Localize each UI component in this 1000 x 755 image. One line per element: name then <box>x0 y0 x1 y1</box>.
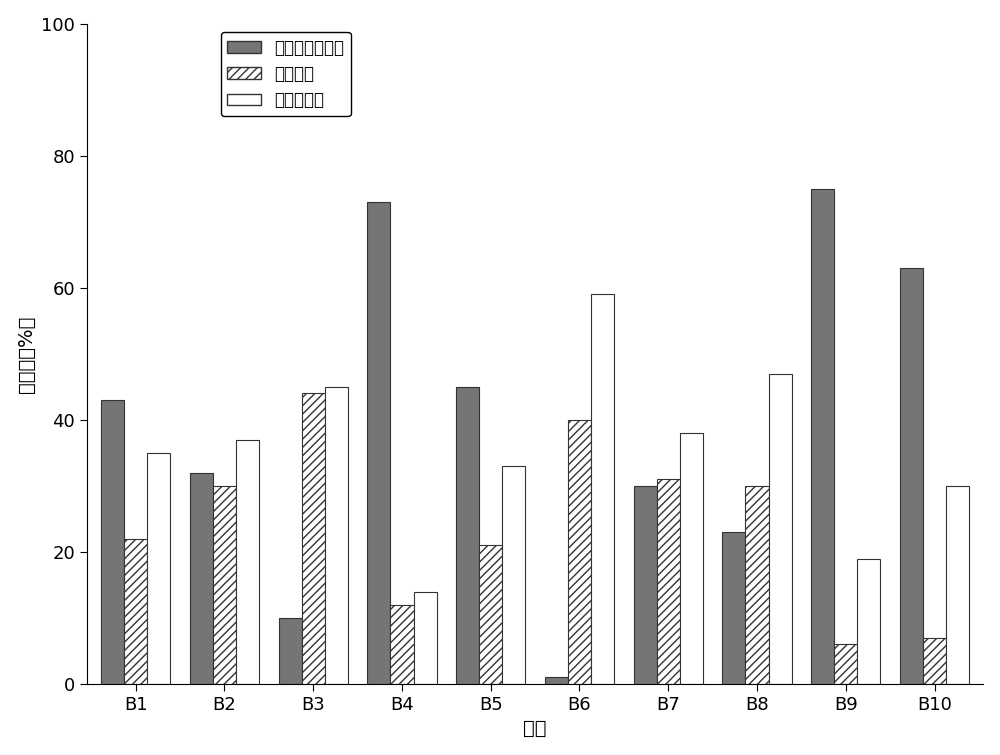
Legend: 贝类生物沉积物, 海藻养殖, 土壤有机质: 贝类生物沉积物, 海藻养殖, 土壤有机质 <box>221 32 351 116</box>
Bar <box>769 374 792 684</box>
Bar <box>279 618 302 684</box>
Bar <box>923 638 946 684</box>
Bar <box>390 605 414 684</box>
Bar <box>946 486 969 684</box>
Bar <box>302 393 325 684</box>
Y-axis label: 贡献率（%）: 贡献率（%） <box>17 315 36 393</box>
Bar <box>456 387 479 684</box>
Bar <box>147 453 170 684</box>
Bar <box>568 420 591 684</box>
Bar <box>811 189 834 684</box>
Bar <box>657 479 680 684</box>
Bar <box>213 486 236 684</box>
X-axis label: 站位: 站位 <box>523 720 547 738</box>
Bar <box>190 473 213 684</box>
Bar <box>236 439 259 684</box>
Bar <box>325 387 348 684</box>
Bar <box>101 400 124 684</box>
Bar <box>502 466 525 684</box>
Bar <box>857 559 880 684</box>
Bar <box>634 486 657 684</box>
Bar <box>479 545 502 684</box>
Bar <box>680 433 703 684</box>
Bar <box>545 677 568 684</box>
Bar <box>900 268 923 684</box>
Bar <box>414 591 437 684</box>
Bar <box>367 202 390 684</box>
Bar <box>591 294 614 684</box>
Bar <box>124 539 147 684</box>
Bar <box>834 644 857 684</box>
Bar <box>745 486 769 684</box>
Bar <box>722 532 745 684</box>
